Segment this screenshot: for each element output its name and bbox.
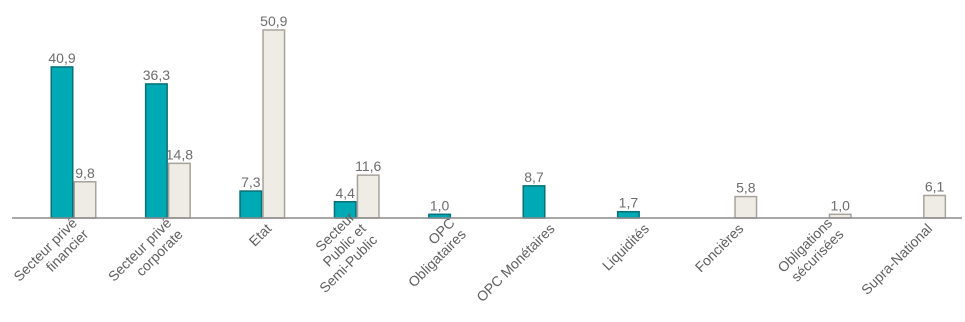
category-label-4: SecteurPublic etSemi-Public	[293, 209, 380, 296]
bar-series2-cat10	[923, 194, 947, 219]
value-label-series1-cat2: 36,3	[143, 67, 170, 83]
value-label-series1-cat5: 1,0	[430, 197, 450, 213]
category-label-6: OPC Monétaires	[473, 220, 557, 304]
category-label-line: OPC Monétaires	[473, 220, 557, 304]
category-label-8: Foncières	[692, 220, 747, 275]
bar-series2-cat3	[262, 29, 286, 219]
value-label-series1-cat7: 1,7	[619, 195, 639, 211]
category-labels-layer: Secteur privéfinancier Secteur privécorpo…	[10, 209, 935, 305]
bar-series1-cat1	[50, 66, 74, 219]
category-label-9: Obligationssécurisées	[774, 215, 846, 287]
category-label-2: Secteur privécorporate	[105, 215, 186, 296]
value-label-series1-cat1: 40,9	[48, 50, 75, 66]
bar-series2-cat1	[73, 181, 97, 219]
bar-series2-cat2	[167, 162, 191, 219]
value-label-series2-cat4: 11,6	[355, 158, 381, 174]
category-label-line: Supra-National	[858, 220, 935, 297]
category-label-line: Liquidités	[599, 220, 652, 273]
category-label-5: OPCObligataires	[393, 215, 468, 290]
bar-series1-cat6	[522, 185, 546, 219]
bar-series2-cat8	[734, 195, 758, 219]
value-label-series2-cat9: 1,0	[830, 197, 850, 213]
value-label-series2-cat3: 50,9	[260, 13, 287, 29]
value-label-series2-cat10: 6,1	[925, 178, 945, 194]
category-label-1: Secteur privéfinancier	[10, 214, 91, 295]
bars-layer	[50, 29, 947, 219]
category-label-7: Liquidités	[599, 220, 652, 273]
bar-series2-cat4	[356, 174, 380, 219]
value-label-series2-cat8: 5,8	[736, 180, 756, 196]
bar-series1-cat2	[144, 83, 168, 219]
bar-series1-cat7	[616, 210, 640, 219]
category-label-line: Foncières	[692, 220, 747, 275]
category-label-10: Supra-National	[858, 220, 935, 297]
category-label-3: Etat	[246, 220, 275, 249]
value-label-series1-cat3: 7,3	[241, 174, 261, 190]
value-labels-layer: 40,9 9,8 36,3 14,8 7,3 50,9 4,411,6 1,0 8,7 1,7 5,…	[48, 13, 944, 213]
value-label-series1-cat6: 8,7	[524, 169, 544, 185]
value-label-series2-cat2: 14,8	[166, 146, 193, 162]
value-label-series2-cat1: 9,8	[75, 165, 95, 181]
bar-series1-cat3	[239, 190, 263, 219]
value-label-series1-cat4: 4,4	[335, 185, 355, 201]
category-label-line: Etat	[246, 220, 275, 249]
